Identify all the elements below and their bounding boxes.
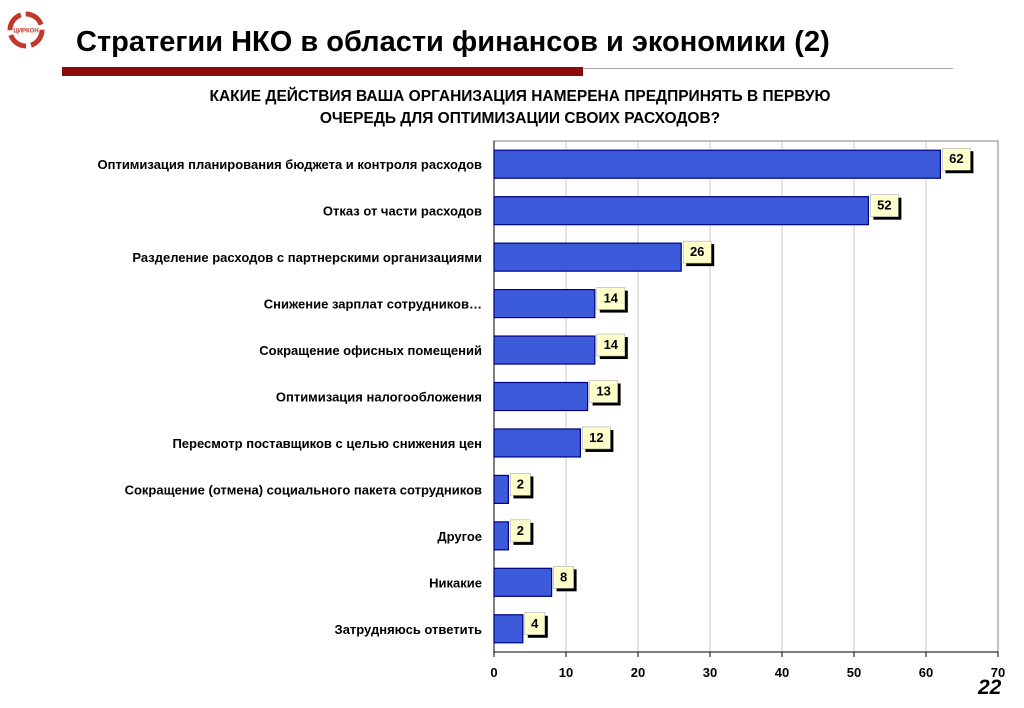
data-label: 62 — [949, 151, 963, 166]
category-label: Другое — [437, 529, 482, 544]
data-label-box — [682, 240, 712, 264]
x-tick-label: 30 — [703, 665, 717, 680]
category-label: Пересмотр поставщиков с целью снижения ц… — [172, 436, 482, 451]
data-label-box — [582, 426, 611, 450]
data-label: 26 — [690, 244, 704, 259]
data-label: 14 — [604, 337, 619, 352]
data-label-box — [510, 519, 531, 543]
data-label-box — [870, 194, 899, 217]
data-label-box — [942, 147, 971, 171]
data-label: 8 — [560, 569, 567, 584]
logo-text: ЦИРКОН — [13, 29, 38, 35]
data-label: 52 — [877, 198, 891, 213]
question-line-2: ОЧЕРЕДЬ ДЛЯ ОПТИМИЗАЦИИ СВОИХ РАСХОДОВ? — [319, 110, 721, 127]
data-label-box — [524, 612, 546, 636]
bar — [493, 149, 941, 179]
category-label: Никакие — [429, 575, 482, 590]
bar — [493, 521, 509, 551]
data-label-box — [553, 566, 574, 589]
bar — [493, 335, 596, 365]
data-label: 4 — [531, 616, 539, 631]
title-accent-bar — [62, 67, 583, 76]
data-label-box — [596, 333, 626, 357]
data-label-box — [596, 287, 626, 310]
data-label: 13 — [596, 384, 610, 399]
category-label: Затрудняюсь ответить — [335, 622, 482, 637]
title-divider — [583, 68, 953, 69]
x-tick-label: 0 — [490, 665, 497, 680]
data-label: 12 — [589, 430, 603, 445]
bar — [493, 567, 553, 597]
x-tick-label: 20 — [631, 665, 645, 680]
category-label: Разделение расходов с партнерскими орган… — [132, 250, 482, 265]
category-label: Отказ от части расходов — [323, 204, 482, 219]
bar — [493, 196, 869, 226]
bar — [493, 428, 582, 458]
x-tick-label: 40 — [775, 665, 789, 680]
chart-question: КАКИЕ ДЕЙСТВИЯ ВАША ОРГАНИЗАЦИЯ НАМЕРЕНА… — [70, 86, 970, 130]
category-label: Снижение зарплат сотрудников… — [264, 297, 482, 312]
data-label-box — [510, 473, 531, 496]
slide-number: 22 — [978, 676, 1002, 699]
data-label-box — [589, 380, 618, 403]
bar — [493, 381, 589, 412]
logo-icon: ЦИРКОН — [7, 11, 45, 49]
bar — [493, 288, 596, 319]
category-label: Оптимизация налогообложения — [276, 390, 482, 405]
bar — [493, 242, 682, 272]
bar — [493, 474, 509, 505]
page-title: Стратегии НКО в области финансов и эконо… — [76, 26, 830, 58]
x-tick-label: 10 — [559, 665, 573, 680]
category-label: Оптимизация планирования бюджета и контр… — [97, 157, 482, 172]
x-tick-label: 50 — [847, 665, 861, 680]
x-tick-label: 70 — [991, 665, 1005, 680]
bar — [493, 614, 524, 644]
category-label: Сокращение (отмена) социального пакета с… — [125, 482, 482, 497]
data-label: 2 — [517, 476, 524, 491]
data-label: 14 — [604, 291, 619, 306]
question-line-1: КАКИЕ ДЕЙСТВИЯ ВАША ОРГАНИЗАЦИЯ НАМЕРЕНА… — [209, 88, 831, 105]
category-label: Сокращение офисных помещений — [259, 343, 482, 358]
x-tick-label: 60 — [919, 665, 933, 680]
data-label: 2 — [517, 523, 524, 538]
